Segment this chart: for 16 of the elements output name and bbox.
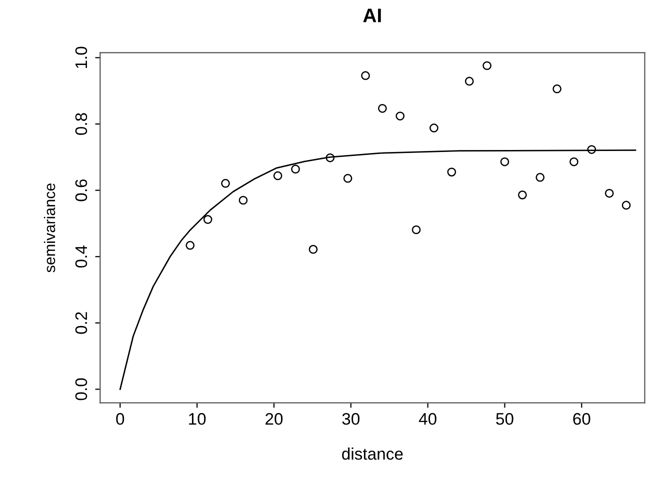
x-tick-label: 40 xyxy=(418,413,436,425)
y-tick-label: 0.2 xyxy=(75,312,88,334)
y-tick-label: 0.0 xyxy=(75,378,88,400)
x-tick-label: 20 xyxy=(266,413,283,425)
y-tick-label: 0.6 xyxy=(75,179,88,202)
x-axis-title: distance xyxy=(342,448,403,460)
y-axis-title: semivariance xyxy=(44,183,56,272)
y-tick-label: 0.4 xyxy=(75,246,88,268)
y-tick-label: 0.8 xyxy=(75,113,88,135)
x-tick-label: 30 xyxy=(342,413,360,425)
x-tick-label: 0 xyxy=(116,413,124,425)
chart-title: AI xyxy=(363,8,381,22)
y-tick-label: 1.0 xyxy=(75,46,88,68)
x-tick-label: 10 xyxy=(189,413,206,425)
x-tick-label: 60 xyxy=(573,413,590,425)
x-tick-label: 50 xyxy=(496,413,514,425)
